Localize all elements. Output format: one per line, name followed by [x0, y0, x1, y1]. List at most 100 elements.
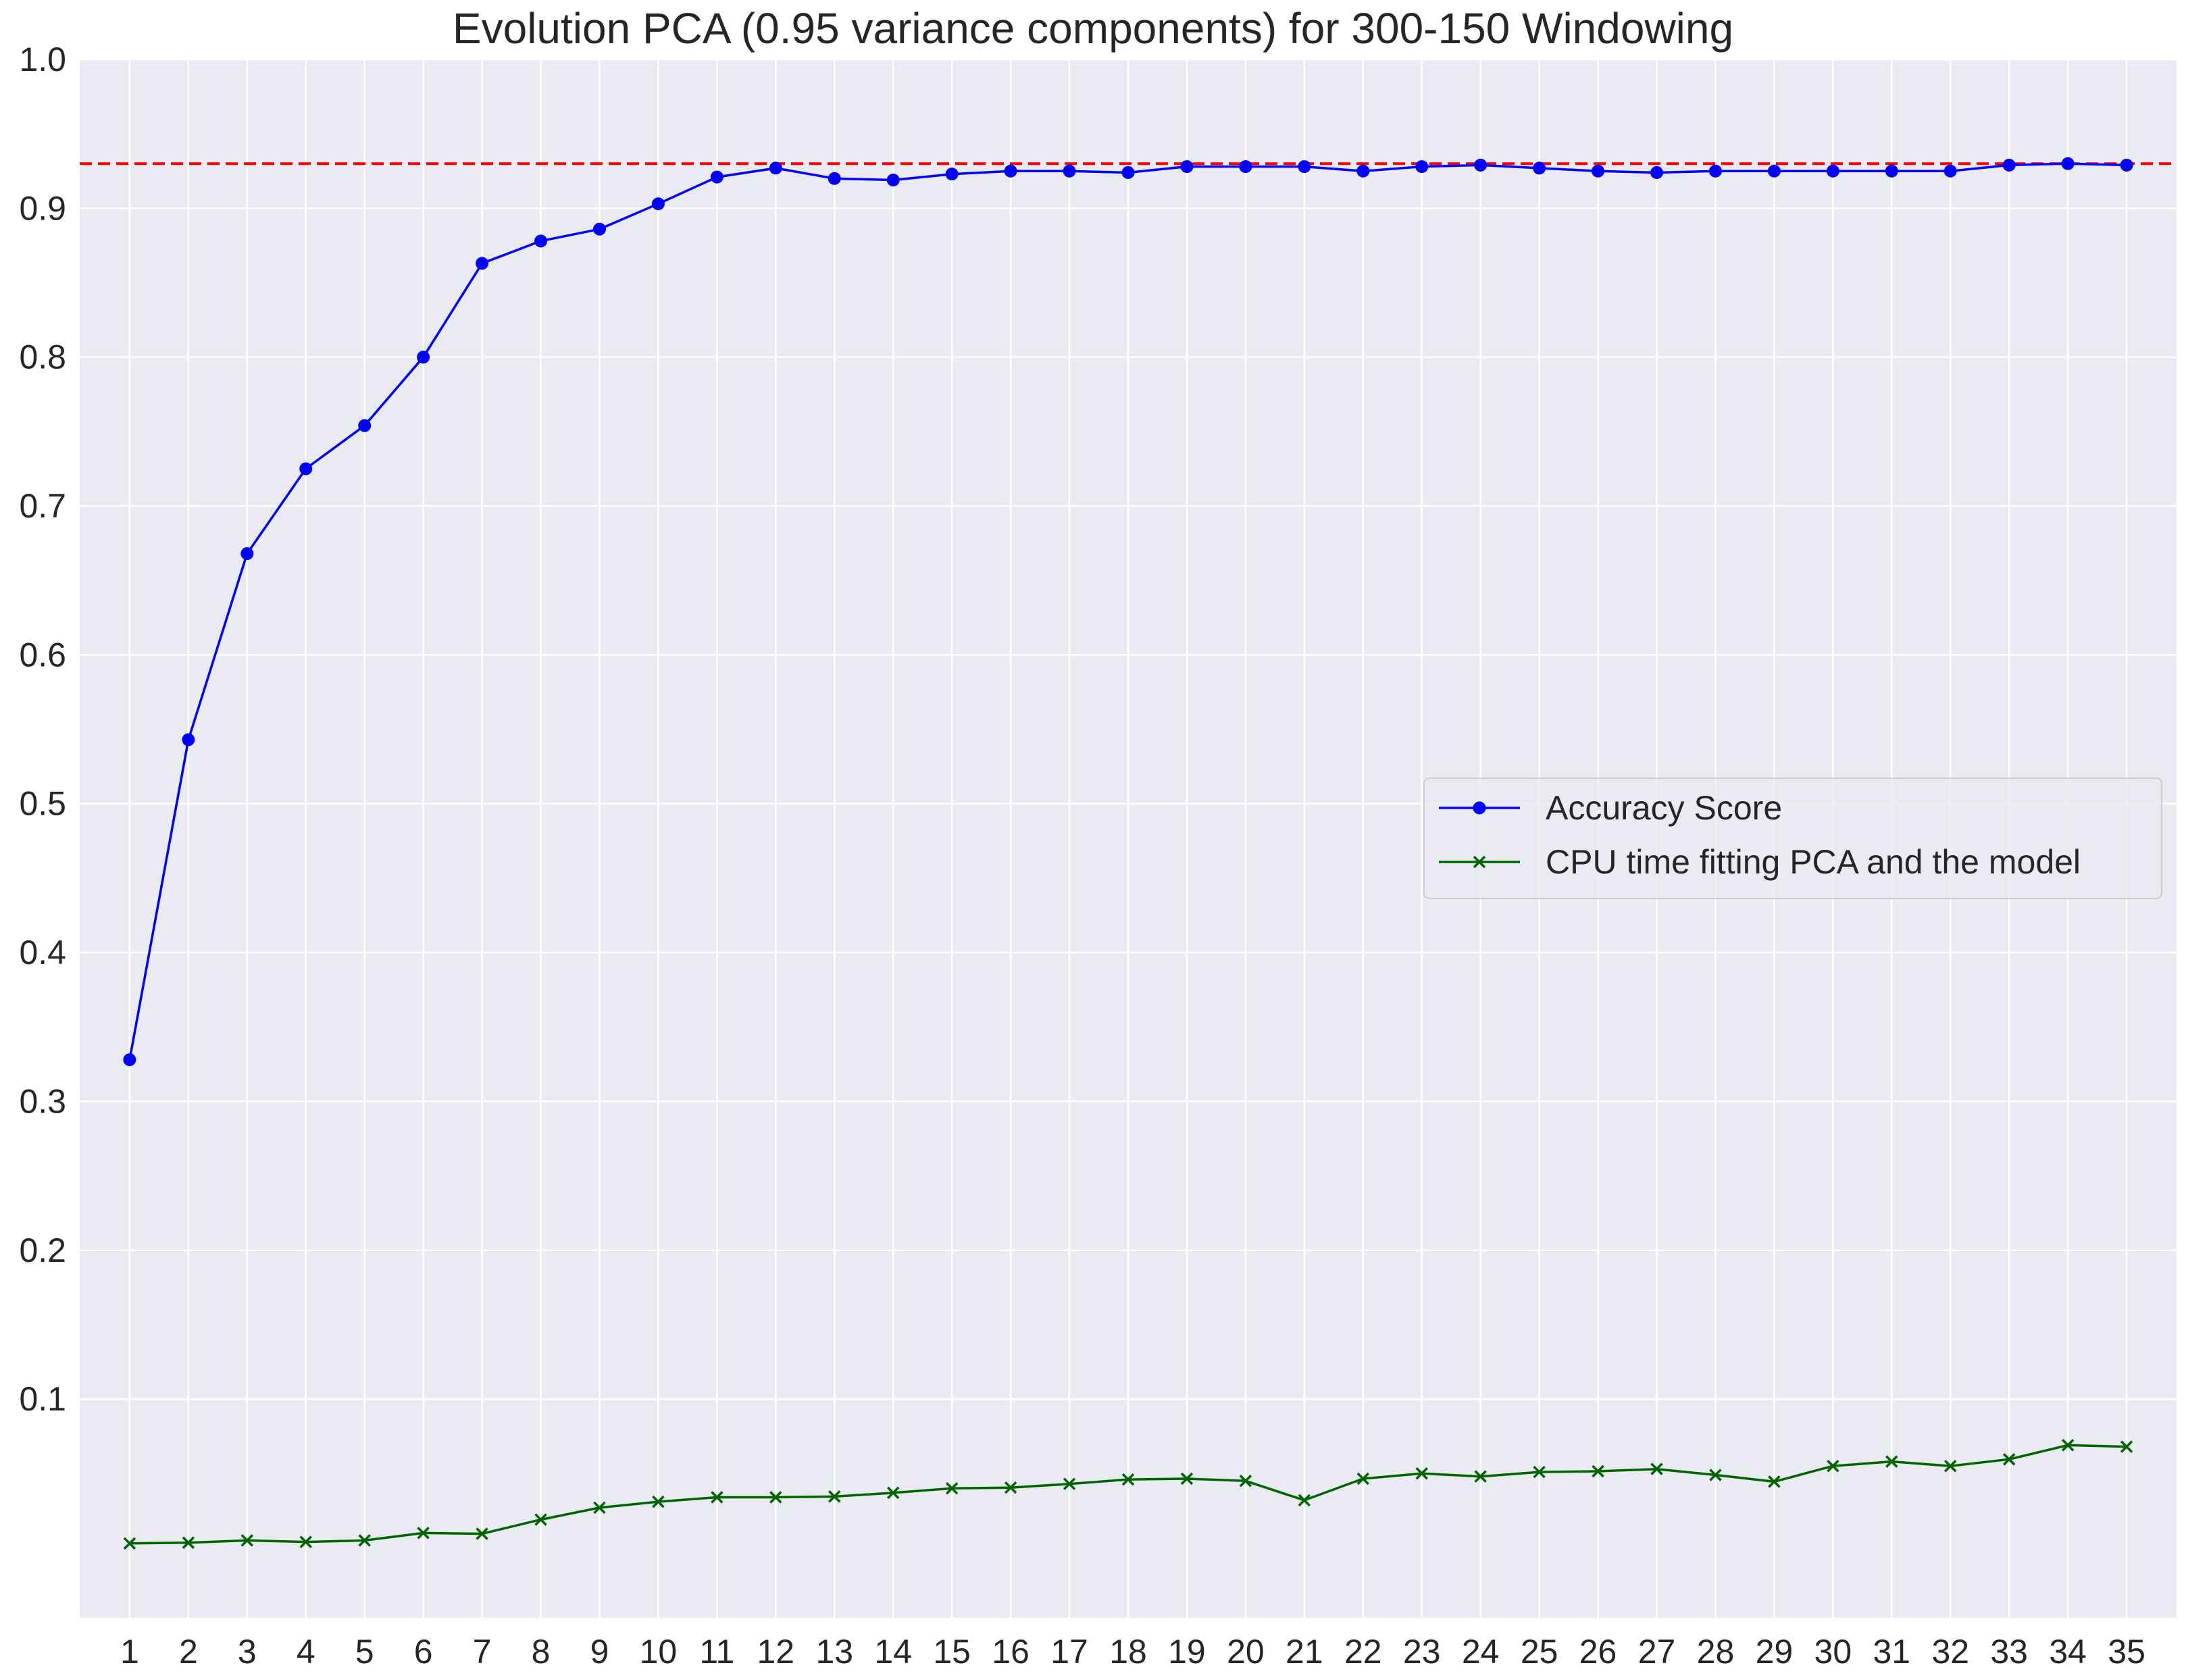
data-point [828, 172, 841, 185]
data-point [945, 168, 959, 181]
x-tick-label: 32 [1931, 1633, 1969, 1671]
data-point [1592, 1465, 1604, 1478]
x-tick-label: 34 [2049, 1633, 2087, 1671]
series-group [123, 157, 2133, 1550]
data-point [652, 1495, 665, 1508]
data-point [1121, 166, 1135, 179]
data-point [2120, 1440, 2133, 1453]
data-point [534, 234, 548, 248]
y-tick-label: 0.1 [19, 1380, 66, 1418]
data-point [1004, 1481, 1017, 1494]
data-point [1533, 161, 1546, 175]
data-point [1650, 166, 1664, 179]
x-tick-label: 35 [2108, 1633, 2145, 1671]
data-point [710, 170, 723, 184]
x-tick-label: 4 [297, 1633, 315, 1671]
data-point [592, 222, 606, 236]
data-point [1356, 1472, 1370, 1485]
y-tick-label: 0.2 [19, 1231, 66, 1269]
data-point [1885, 1455, 1898, 1468]
grid-lines [80, 58, 2177, 1618]
data-point [1298, 160, 1311, 174]
x-tick-label: 17 [1050, 1633, 1088, 1671]
y-tick-label: 1.0 [19, 41, 66, 78]
data-point [240, 547, 254, 561]
x-tick-label: 3 [238, 1633, 257, 1671]
data-point [1944, 1460, 1957, 1473]
data-point [1474, 158, 1488, 172]
data-point [1180, 160, 1194, 174]
x-tick-label: 25 [1521, 1633, 1558, 1671]
x-tick-label: 24 [1462, 1633, 1500, 1671]
x-tick-label: 29 [1756, 1633, 1794, 1671]
legend-marker [1473, 855, 1486, 869]
data-point [1533, 1465, 1546, 1479]
y-tick-label: 0.8 [19, 338, 66, 376]
data-point [2002, 158, 2016, 172]
data-point [1885, 164, 1898, 178]
x-tick-label: 5 [355, 1633, 374, 1671]
data-point [1768, 1475, 1781, 1488]
x-tick-label: 18 [1109, 1633, 1147, 1671]
data-point [593, 1501, 606, 1514]
x-tick-label: 27 [1638, 1633, 1676, 1671]
data-point [417, 351, 430, 364]
x-tick-label: 30 [1814, 1633, 1852, 1671]
x-tick-label: 1 [120, 1633, 139, 1671]
data-point [711, 1491, 723, 1504]
data-point [1063, 1477, 1076, 1490]
data-point [2120, 158, 2133, 172]
legend-label: Accuracy Score [1546, 789, 1782, 827]
chart-title: Evolution PCA (0.95 variance components)… [453, 4, 1733, 53]
data-point [182, 733, 195, 746]
x-tick-label: 7 [473, 1633, 492, 1671]
data-point [1239, 160, 1252, 174]
x-tick-label: 21 [1286, 1633, 1323, 1671]
data-point [123, 1053, 136, 1067]
data-point [769, 1491, 782, 1504]
y-tick-label: 0.6 [19, 636, 66, 673]
data-point [182, 1536, 195, 1549]
data-point [123, 1537, 136, 1550]
legend: Accuracy Score CPU time fitting PCA and t… [1423, 778, 2162, 899]
x-tick-label: 9 [590, 1633, 609, 1671]
data-point [1708, 164, 1722, 178]
x-tick-label: 10 [640, 1633, 678, 1671]
data-point [2061, 157, 2075, 170]
x-tick-label: 2 [179, 1633, 198, 1671]
data-point [476, 1527, 488, 1540]
data-point [886, 1486, 900, 1500]
data-point [1063, 164, 1076, 178]
x-tick-label: 16 [992, 1633, 1030, 1671]
x-tick-label: 19 [1168, 1633, 1206, 1671]
data-point [1592, 164, 1605, 178]
data-point [476, 257, 489, 270]
x-tick-label: 23 [1403, 1633, 1441, 1671]
data-point [2061, 1439, 2075, 1452]
data-point [1180, 1472, 1194, 1485]
legend-marker [1473, 801, 1486, 815]
data-point [1943, 164, 1957, 178]
x-tick-label: 14 [874, 1633, 912, 1671]
x-tick-label: 22 [1344, 1633, 1382, 1671]
legend-box [1423, 778, 2162, 899]
x-tick-label: 15 [933, 1633, 971, 1671]
data-point [1827, 1460, 1839, 1473]
data-point [1356, 164, 1370, 178]
series-1 [123, 157, 2133, 1067]
y-axis-ticks: 0.1 0.2 0.3 0.4 0.5 0.6 0.7 0.8 0.9 1.0 [19, 41, 66, 1418]
y-tick-label: 0.5 [19, 785, 66, 823]
series-2 [123, 1439, 2133, 1550]
y-tick-label: 0.4 [19, 934, 66, 971]
data-point [1415, 160, 1429, 174]
x-tick-label: 20 [1227, 1633, 1265, 1671]
x-tick-label: 33 [1990, 1633, 2028, 1671]
data-point [1709, 1469, 1722, 1481]
x-tick-label: 13 [815, 1633, 853, 1671]
data-point [240, 1534, 254, 1547]
x-tick-label: 28 [1697, 1633, 1735, 1671]
x-tick-label: 12 [757, 1633, 795, 1671]
x-tick-label: 11 [699, 1633, 734, 1671]
